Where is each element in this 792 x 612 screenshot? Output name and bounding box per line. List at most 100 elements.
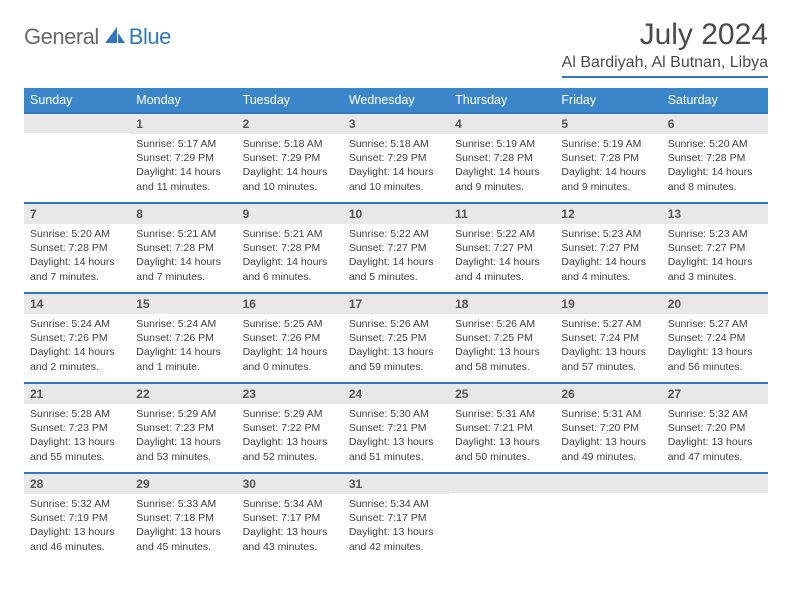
day-details: Sunrise: 5:22 AMSunset: 7:27 PMDaylight:… <box>449 224 555 288</box>
day-number: 14 <box>24 294 130 314</box>
brand-logo: General Blue <box>24 24 171 50</box>
daylight-text: Daylight: 13 hours and 51 minutes. <box>349 435 443 463</box>
sunset-text: Sunset: 7:21 PM <box>455 421 549 435</box>
sunset-text: Sunset: 7:22 PM <box>243 421 337 435</box>
day-number: 23 <box>237 384 343 404</box>
day-number: 22 <box>130 384 236 404</box>
header: General Blue July 2024 Al Bardiyah, Al B… <box>24 18 768 78</box>
sunset-text: Sunset: 7:27 PM <box>349 241 443 255</box>
title-block: July 2024 Al Bardiyah, Al Butnan, Libya <box>562 18 768 78</box>
sunset-text: Sunset: 7:28 PM <box>136 241 230 255</box>
daylight-text: Daylight: 14 hours and 8 minutes. <box>668 165 762 193</box>
sunset-text: Sunset: 7:20 PM <box>668 421 762 435</box>
calendar-day-cell: 13Sunrise: 5:23 AMSunset: 7:27 PMDayligh… <box>662 203 768 293</box>
calendar-day-cell <box>24 113 130 203</box>
calendar-day-cell: 15Sunrise: 5:24 AMSunset: 7:26 PMDayligh… <box>130 293 236 383</box>
day-details: Sunrise: 5:17 AMSunset: 7:29 PMDaylight:… <box>130 134 236 198</box>
day-details: Sunrise: 5:31 AMSunset: 7:20 PMDaylight:… <box>555 404 661 468</box>
calendar-week-row: 21Sunrise: 5:28 AMSunset: 7:23 PMDayligh… <box>24 383 768 473</box>
sunset-text: Sunset: 7:28 PM <box>668 151 762 165</box>
sunrise-text: Sunrise: 5:18 AM <box>349 137 443 151</box>
sunset-text: Sunset: 7:17 PM <box>349 511 443 525</box>
daylight-text: Daylight: 14 hours and 10 minutes. <box>243 165 337 193</box>
day-number: 19 <box>555 294 661 314</box>
sunset-text: Sunset: 7:25 PM <box>349 331 443 345</box>
day-number: 8 <box>130 204 236 224</box>
sunset-text: Sunset: 7:29 PM <box>136 151 230 165</box>
sunset-text: Sunset: 7:26 PM <box>30 331 124 345</box>
day-details: Sunrise: 5:29 AMSunset: 7:22 PMDaylight:… <box>237 404 343 468</box>
day-details: Sunrise: 5:22 AMSunset: 7:27 PMDaylight:… <box>343 224 449 288</box>
day-details: Sunrise: 5:29 AMSunset: 7:23 PMDaylight:… <box>130 404 236 468</box>
calendar-day-cell: 21Sunrise: 5:28 AMSunset: 7:23 PMDayligh… <box>24 383 130 473</box>
daylight-text: Daylight: 13 hours and 55 minutes. <box>30 435 124 463</box>
sunset-text: Sunset: 7:24 PM <box>561 331 655 345</box>
calendar-week-row: 7Sunrise: 5:20 AMSunset: 7:28 PMDaylight… <box>24 203 768 293</box>
sunrise-text: Sunrise: 5:24 AM <box>30 317 124 331</box>
day-number: 9 <box>237 204 343 224</box>
calendar-day-cell: 1Sunrise: 5:17 AMSunset: 7:29 PMDaylight… <box>130 113 236 203</box>
sunrise-text: Sunrise: 5:32 AM <box>668 407 762 421</box>
day-number: 3 <box>343 114 449 134</box>
day-number: 29 <box>130 474 236 494</box>
sunrise-text: Sunrise: 5:21 AM <box>136 227 230 241</box>
calendar-day-cell: 29 Sunrise: 5:33 AMSunset: 7:18 PMDayligh… <box>130 473 236 563</box>
daylight-text: Daylight: 13 hours and 43 minutes. <box>243 525 337 553</box>
daylight-text: Daylight: 13 hours and 45 minutes. <box>136 525 230 553</box>
sunrise-text: Sunrise: 5:19 AM <box>561 137 655 151</box>
sunset-text: Sunset: 7:21 PM <box>349 421 443 435</box>
calendar-table: Sunday Monday Tuesday Wednesday Thursday… <box>24 88 768 563</box>
calendar-day-cell: 4 Sunrise: 5:19 AMSunset: 7:28 PMDaylight… <box>449 113 555 203</box>
calendar-day-cell: 28Sunrise: 5:32 AMSunset: 7:19 PMDayligh… <box>24 473 130 563</box>
daylight-text: Daylight: 14 hours and 4 minutes. <box>561 255 655 283</box>
day-details: Sunrise: 5:25 AMSunset: 7:26 PMDaylight:… <box>237 314 343 378</box>
day-details: Sunrise: 5:21 AMSunset: 7:28 PMDaylight:… <box>237 224 343 288</box>
sunset-text: Sunset: 7:25 PM <box>455 331 549 345</box>
sunrise-text: Sunrise: 5:18 AM <box>243 137 337 151</box>
calendar-day-cell: 2Sunrise: 5:18 AMSunset: 7:29 PMDaylight… <box>237 113 343 203</box>
sunrise-text: Sunrise: 5:34 AM <box>243 497 337 511</box>
sunset-text: Sunset: 7:18 PM <box>136 511 230 525</box>
day-number: 4 <box>449 114 555 134</box>
day-details: Sunrise: 5:24 AMSunset: 7:26 PMDaylight:… <box>130 314 236 378</box>
sunset-text: Sunset: 7:29 PM <box>349 151 443 165</box>
sunset-text: Sunset: 7:23 PM <box>30 421 124 435</box>
daylight-text: Daylight: 14 hours and 7 minutes. <box>30 255 124 283</box>
sunset-text: Sunset: 7:20 PM <box>561 421 655 435</box>
day-number: 24 <box>343 384 449 404</box>
daylight-text: Daylight: 14 hours and 3 minutes. <box>668 255 762 283</box>
day-number: 30 <box>237 474 343 494</box>
sunrise-text: Sunrise: 5:20 AM <box>668 137 762 151</box>
calendar-day-cell: 6Sunrise: 5:20 AMSunset: 7:28 PMDaylight… <box>662 113 768 203</box>
sunrise-text: Sunrise: 5:19 AM <box>455 137 549 151</box>
sunset-text: Sunset: 7:28 PM <box>455 151 549 165</box>
daylight-text: Daylight: 14 hours and 1 minute. <box>136 345 230 373</box>
daylight-text: Daylight: 14 hours and 11 minutes. <box>136 165 230 193</box>
calendar-day-cell: 8 Sunrise: 5:21 AMSunset: 7:28 PMDaylight… <box>130 203 236 293</box>
daylight-text: Daylight: 13 hours and 57 minutes. <box>561 345 655 373</box>
day-number: 12 <box>555 204 661 224</box>
day-number: 27 <box>662 384 768 404</box>
day-details: Sunrise: 5:24 AMSunset: 7:26 PMDaylight:… <box>24 314 130 378</box>
day-details: Sunrise: 5:27 AMSunset: 7:24 PMDaylight:… <box>555 314 661 378</box>
day-number: 20 <box>662 294 768 314</box>
calendar-day-cell: 7Sunrise: 5:20 AMSunset: 7:28 PMDaylight… <box>24 203 130 293</box>
weekday-header: Sunday <box>24 88 130 113</box>
sunrise-text: Sunrise: 5:31 AM <box>455 407 549 421</box>
sunrise-text: Sunrise: 5:33 AM <box>136 497 230 511</box>
sunrise-text: Sunrise: 5:27 AM <box>668 317 762 331</box>
day-details: Sunrise: 5:32 AMSunset: 7:19 PMDaylight:… <box>24 494 130 558</box>
month-title: July 2024 <box>562 18 768 52</box>
daylight-text: Daylight: 13 hours and 42 minutes. <box>349 525 443 553</box>
sunrise-text: Sunrise: 5:23 AM <box>561 227 655 241</box>
daylight-text: Daylight: 13 hours and 56 minutes. <box>668 345 762 373</box>
day-details: Sunrise: 5:34 AMSunset: 7:17 PMDaylight:… <box>343 494 449 558</box>
day-details: Sunrise: 5:26 AMSunset: 7:25 PMDaylight:… <box>449 314 555 378</box>
day-number: 13 <box>662 204 768 224</box>
sunrise-text: Sunrise: 5:24 AM <box>136 317 230 331</box>
day-number: 7 <box>24 204 130 224</box>
daylight-text: Daylight: 14 hours and 9 minutes. <box>455 165 549 193</box>
calendar-day-cell <box>555 473 661 563</box>
day-number-empty <box>662 474 768 493</box>
daylight-text: Daylight: 14 hours and 7 minutes. <box>136 255 230 283</box>
